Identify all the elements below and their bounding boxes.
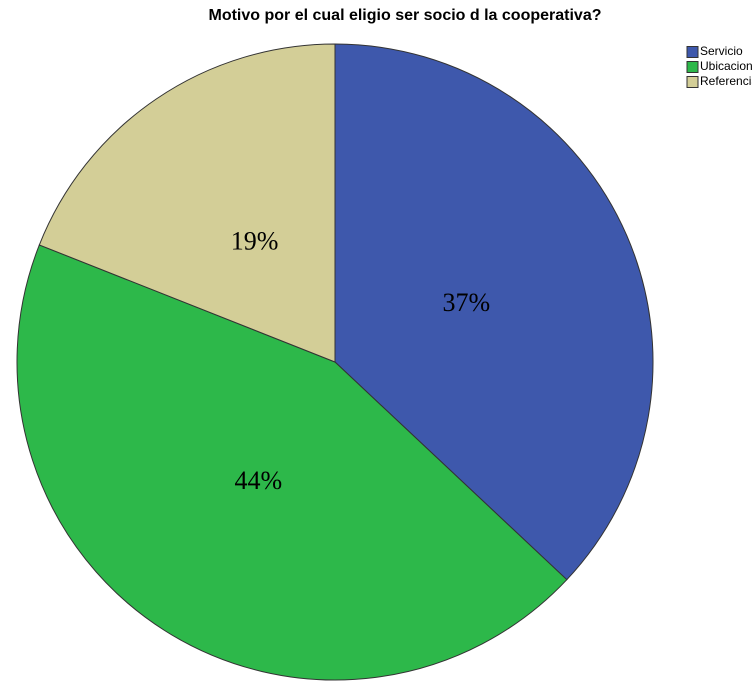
legend-swatch xyxy=(686,61,699,73)
legend-swatch xyxy=(686,76,699,88)
chart-title: Motivo por el cual eligio ser socio d la… xyxy=(209,7,602,24)
value-label: 37% xyxy=(442,288,490,317)
value-label: 19% xyxy=(231,227,279,256)
pie-slice xyxy=(38,43,336,363)
legend-label: Servicio xyxy=(700,44,743,58)
legend-label: Referencia xyxy=(700,74,752,88)
legend-label: Ubicacion xyxy=(700,59,752,73)
pie-slice xyxy=(334,43,654,581)
legend-swatch xyxy=(686,46,699,58)
value-label: 44% xyxy=(234,466,282,495)
pie-slice xyxy=(16,244,568,681)
